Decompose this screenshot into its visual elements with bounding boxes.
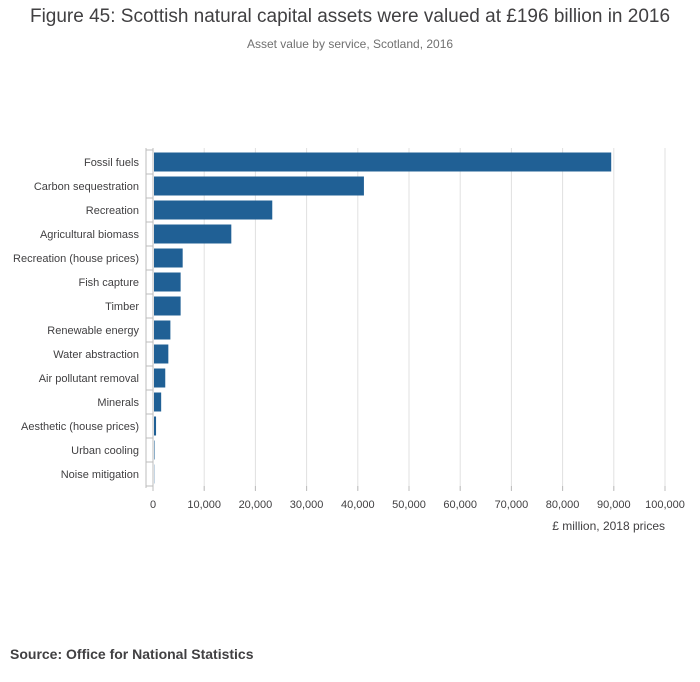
- category-label: Fossil fuels: [84, 157, 140, 169]
- bar: [154, 200, 273, 220]
- x-tick-label: 50,000: [392, 499, 426, 511]
- chart-title: Figure 45: Scottish natural capital asse…: [29, 6, 671, 27]
- bar: [154, 296, 181, 316]
- x-tick-label: 90,000: [597, 499, 631, 511]
- bar: [154, 248, 183, 268]
- bar: [154, 344, 169, 364]
- category-label: Urban cooling: [71, 445, 139, 457]
- chart-subtitle: Asset value by service, Scotland, 2016: [246, 37, 454, 51]
- category-label: Recreation (house prices): [13, 253, 139, 265]
- category-label: Aesthetic (house prices): [21, 421, 139, 433]
- x-tick-label: 60,000: [443, 499, 477, 511]
- category-label: Noise mitigation: [61, 469, 139, 481]
- bar: [154, 152, 612, 172]
- category-label: Agricultural biomass: [40, 229, 140, 241]
- x-tick-label: 70,000: [495, 499, 529, 511]
- bar: [154, 416, 157, 436]
- source-note: Source: Office for National Statistics: [10, 646, 254, 662]
- bar: [154, 320, 171, 340]
- x-tick-label: 10,000: [187, 499, 221, 511]
- x-tick-label: 0: [150, 499, 156, 511]
- x-tick-label: 100,000: [645, 499, 685, 511]
- x-axis-label: £ million, 2018 prices: [552, 519, 665, 533]
- x-tick-label: 30,000: [290, 499, 324, 511]
- x-tick-label: 20,000: [239, 499, 273, 511]
- bar: [154, 368, 166, 388]
- category-label: Minerals: [97, 397, 139, 409]
- category-label: Timber: [105, 301, 139, 313]
- category-label: Air pollutant removal: [39, 373, 139, 385]
- bar: [154, 440, 155, 460]
- bar: [154, 272, 181, 292]
- bar: [154, 392, 162, 412]
- x-tick-label: 80,000: [546, 499, 580, 511]
- category-label: Recreation: [86, 205, 139, 217]
- x-tick-label: 40,000: [341, 499, 375, 511]
- category-label: Fish capture: [78, 277, 139, 289]
- category-label: Carbon sequestration: [34, 181, 139, 193]
- category-label: Renewable energy: [47, 325, 139, 337]
- category-label: Water abstraction: [53, 349, 139, 361]
- bar: [154, 224, 232, 244]
- bar: [154, 176, 364, 196]
